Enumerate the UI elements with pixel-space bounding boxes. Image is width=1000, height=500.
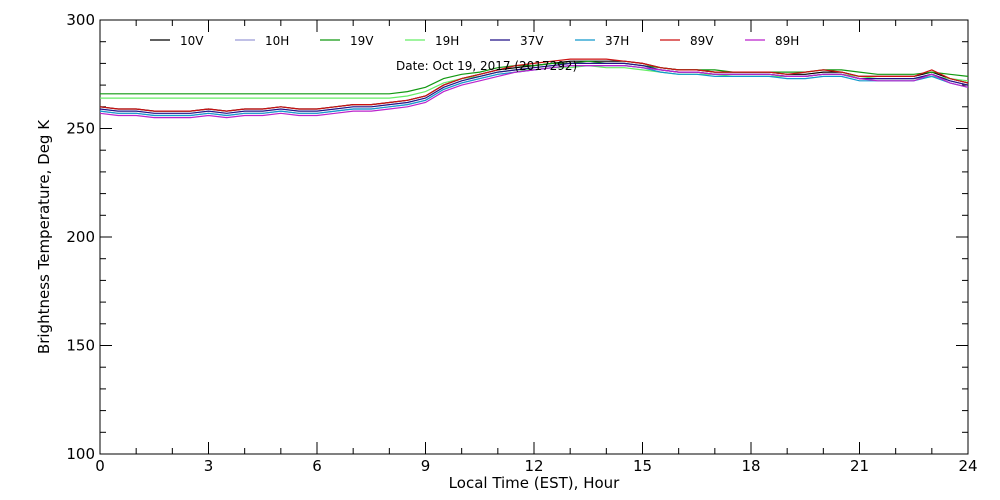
x-tick-label: 24 xyxy=(958,457,977,475)
series-line-89h xyxy=(99,64,969,119)
series-line-89v xyxy=(99,58,969,112)
legend-label-10v: 10V xyxy=(180,34,204,48)
legend-label-89v: 89V xyxy=(690,34,714,48)
annotation-date: Date: Oct 19, 2017 (2017292) xyxy=(396,59,577,73)
x-tick-label: 3 xyxy=(204,457,214,475)
x-tick-label: 0 xyxy=(95,457,105,475)
legend-label-37h: 37H xyxy=(605,34,629,48)
legend-label-19v: 19V xyxy=(350,34,374,48)
y-axis-title: Brightness Temperature, Deg K xyxy=(35,119,53,354)
legend: 10V 10H 19V 19H 37V 37H 89V 89H xyxy=(150,34,799,48)
plot-frame xyxy=(99,19,969,455)
y-tick-label: 150 xyxy=(66,337,95,355)
series-line-10h xyxy=(99,64,969,117)
x-tick-label: 9 xyxy=(421,457,431,475)
series-line-37h xyxy=(99,64,969,117)
legend-label-10h: 10H xyxy=(265,34,289,48)
series-layer xyxy=(99,58,969,119)
x-tick-label: 15 xyxy=(633,457,652,475)
x-tick-label: 18 xyxy=(741,457,760,475)
y-tick-label: 100 xyxy=(66,445,95,463)
y-tick-label: 300 xyxy=(66,11,95,29)
legend-label-37v: 37V xyxy=(520,34,544,48)
x-axis: 0 3 6 9 12 15 18 21 24 xyxy=(95,20,978,475)
legend-label-19h: 19H xyxy=(435,34,459,48)
legend-label-89h: 89H xyxy=(775,34,799,48)
y-tick-label: 250 xyxy=(66,120,95,138)
x-tick-label: 12 xyxy=(524,457,543,475)
y-axis: 100 150 200 250 300 xyxy=(66,11,968,463)
y-tick-label: 200 xyxy=(66,228,95,246)
x-axis-title: Local Time (EST), Hour xyxy=(449,474,620,492)
x-tick-label: 6 xyxy=(312,457,322,475)
x-tick-label: 21 xyxy=(850,457,869,475)
